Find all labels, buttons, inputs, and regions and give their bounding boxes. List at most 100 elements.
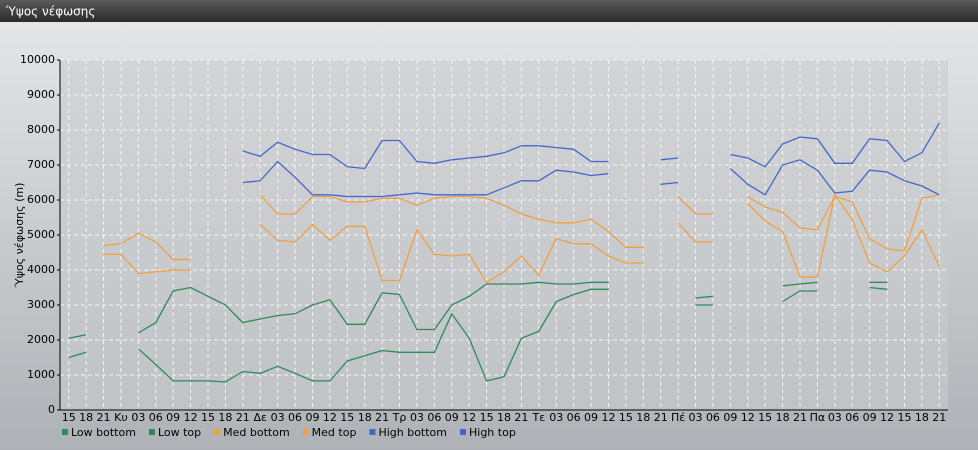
x-tick-label: Τε bbox=[531, 411, 545, 424]
x-tick-label: 09 bbox=[584, 411, 598, 424]
x-tick-label: 09 bbox=[723, 411, 737, 424]
x-tick-label: 09 bbox=[445, 411, 459, 424]
series-line bbox=[677, 196, 713, 215]
legend-label: High bottom bbox=[378, 426, 447, 439]
series-line bbox=[259, 194, 644, 248]
x-tick-label: Τρ bbox=[392, 411, 407, 424]
legend-swatch bbox=[214, 429, 221, 435]
x-tick-label: 21 bbox=[236, 411, 250, 424]
x-tick-label: 15 bbox=[340, 411, 354, 424]
x-tick-label: 09 bbox=[305, 411, 319, 424]
series-line bbox=[68, 334, 87, 339]
x-tick-label: 06 bbox=[149, 411, 163, 424]
x-tick-label: 12 bbox=[184, 411, 198, 424]
legend-item: Med bottom bbox=[214, 426, 290, 439]
series-line bbox=[259, 223, 644, 284]
header-bar bbox=[0, 0, 978, 22]
series-line bbox=[68, 351, 87, 359]
legend-item: Med top bbox=[302, 426, 356, 439]
legend-swatch bbox=[302, 429, 309, 435]
y-tick-label: 2000 bbox=[27, 333, 55, 346]
x-tick-label: 12 bbox=[601, 411, 615, 424]
legend-label: Med bottom bbox=[223, 426, 290, 439]
x-tick-label: 12 bbox=[880, 411, 894, 424]
series-line bbox=[782, 290, 818, 303]
series-line bbox=[242, 160, 609, 198]
x-tick-label: 06 bbox=[567, 411, 581, 424]
x-tick-label: Πέ bbox=[671, 411, 685, 424]
chart-title: Ύψος νέφωσης bbox=[5, 5, 95, 19]
series-line bbox=[103, 232, 191, 261]
y-tick-label: 9000 bbox=[27, 88, 55, 101]
x-tick-label: 21 bbox=[654, 411, 668, 424]
y-tick-label: 1000 bbox=[27, 368, 55, 381]
x-tick-label: 15 bbox=[62, 411, 76, 424]
x-tick-label: 18 bbox=[636, 411, 650, 424]
x-tick-label: 03 bbox=[549, 411, 563, 424]
y-tick-label: 6000 bbox=[27, 193, 55, 206]
x-tick-label: 18 bbox=[79, 411, 93, 424]
series-line bbox=[730, 122, 940, 168]
plot: 0 1000 2000 3000 4000 5000 6000 7000 8000 9000 100… bbox=[20, 53, 948, 424]
y-tick-label: 3000 bbox=[27, 298, 55, 311]
series-line bbox=[695, 295, 713, 299]
series-line bbox=[242, 139, 609, 170]
y-tick-label: 0 bbox=[48, 403, 55, 416]
x-tick-label: 03 bbox=[410, 411, 424, 424]
series-line bbox=[103, 253, 191, 275]
x-tick-label: 03 bbox=[689, 411, 703, 424]
x-tick-label: 21 bbox=[514, 411, 528, 424]
series-line bbox=[869, 286, 888, 290]
legend-swatch bbox=[460, 429, 466, 435]
series-line bbox=[782, 281, 818, 287]
series-line bbox=[138, 281, 609, 334]
series-line bbox=[660, 181, 679, 185]
legend-label: Low top bbox=[158, 426, 201, 439]
legend-item: Low bottom bbox=[62, 426, 136, 439]
x-tick-label: 18 bbox=[497, 411, 511, 424]
x-tick-label: Πα bbox=[810, 411, 826, 424]
x-tick-label: 18 bbox=[218, 411, 232, 424]
x-tick-label: 09 bbox=[166, 411, 180, 424]
x-tick-label: 18 bbox=[915, 411, 929, 424]
legend-item: High top bbox=[460, 426, 516, 439]
y-tick-label: 10000 bbox=[20, 53, 55, 66]
series-line bbox=[747, 193, 940, 278]
legend-swatch bbox=[62, 429, 68, 435]
x-tick-label: 15 bbox=[619, 411, 633, 424]
series-line bbox=[729, 159, 940, 196]
legend-label: Low bottom bbox=[71, 426, 136, 439]
x-tick-label: 03 bbox=[271, 411, 285, 424]
x-tick-label: 06 bbox=[288, 411, 302, 424]
x-tick-label: 21 bbox=[932, 411, 946, 424]
x-tick-label: 06 bbox=[845, 411, 859, 424]
series-line bbox=[747, 194, 940, 252]
y-tick-label: 4000 bbox=[27, 263, 55, 276]
x-tick-label: 21 bbox=[375, 411, 389, 424]
x-tick-label: 21 bbox=[97, 411, 111, 424]
legend-label: High top bbox=[469, 426, 516, 439]
series-line bbox=[137, 288, 609, 383]
legend-item: High bottom bbox=[369, 426, 447, 439]
y-tick-label: 7000 bbox=[27, 158, 55, 171]
y-tick-label: 5000 bbox=[27, 228, 55, 241]
legend-item: Low top bbox=[148, 426, 201, 439]
x-tick-label: 06 bbox=[706, 411, 720, 424]
x-tick-label: 09 bbox=[863, 411, 877, 424]
x-tick-label: Δε bbox=[253, 411, 267, 424]
x-tick-label: 15 bbox=[758, 411, 772, 424]
x-tick-label: 12 bbox=[323, 411, 337, 424]
series-line bbox=[677, 222, 713, 243]
x-tick-label: 15 bbox=[897, 411, 911, 424]
x-tick-label: 12 bbox=[462, 411, 476, 424]
legend-swatch bbox=[148, 429, 155, 435]
x-tick-label: 06 bbox=[427, 411, 441, 424]
x-tick-label: 21 bbox=[793, 411, 807, 424]
series-line bbox=[660, 157, 679, 161]
x-tick-label: 12 bbox=[741, 411, 755, 424]
x-tick-label: 03 bbox=[828, 411, 842, 424]
x-tick-label: 15 bbox=[480, 411, 494, 424]
y-axis-title: Ύψος νέφωσης (m) bbox=[13, 183, 26, 289]
legend-swatch bbox=[369, 429, 376, 435]
